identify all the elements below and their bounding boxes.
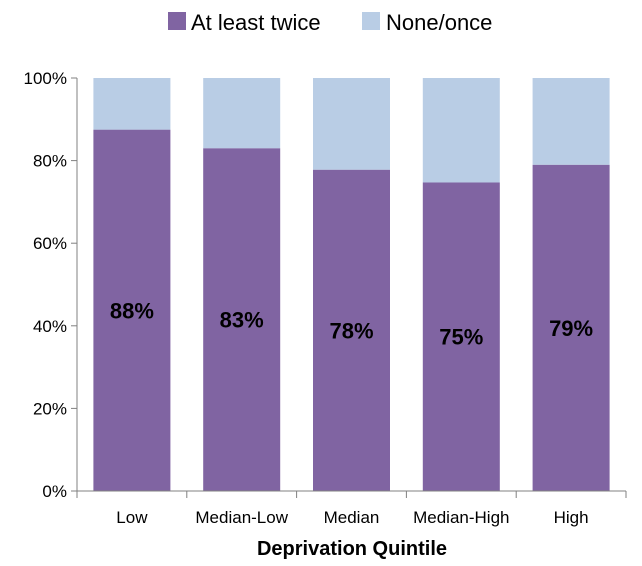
y-tick-label-0: 0%	[42, 482, 67, 501]
y-tick-label-60: 60%	[33, 234, 67, 253]
bar-none-once-low	[93, 78, 171, 130]
legend-label-at-least-twice: At least twice	[191, 10, 321, 35]
bar-at-least-twice-low	[93, 129, 171, 491]
bar-none-once-high	[532, 78, 610, 165]
x-tick-label-median-low: Median-Low	[195, 508, 288, 527]
x-axis-title: Deprivation Quintile	[257, 538, 447, 560]
legend: At least twice None/once	[168, 10, 492, 35]
bar-at-least-twice-high	[532, 164, 610, 492]
bar-none-once-median	[313, 78, 390, 170]
legend-label-none-once: None/once	[386, 10, 492, 35]
bar-none-once-median-high	[422, 78, 500, 183]
data-label-median: 78%	[329, 318, 373, 343]
x-tick-label-low: Low	[116, 508, 148, 527]
bar-none-once-median-low	[203, 78, 281, 149]
bar-at-least-twice-median	[313, 169, 390, 491]
bar-at-least-twice-median-low	[203, 148, 281, 491]
y-tick-label-20: 20%	[33, 399, 67, 418]
x-tick-label-median: Median	[324, 508, 380, 527]
x-tick-label-median-high: Median-High	[413, 508, 509, 527]
legend-swatch-none-once	[362, 12, 380, 30]
y-tick-label-40: 40%	[33, 317, 67, 336]
bar-at-least-twice-median-high	[422, 182, 500, 491]
y-axis: 0% 20% 40% 60% 80% 100%	[24, 69, 78, 501]
x-axis: Low Median-Low Median Median-High High	[76, 490, 627, 527]
y-tick-label-80: 80%	[33, 152, 67, 171]
x-tick-label-high: High	[554, 508, 589, 527]
data-label-high: 79%	[549, 316, 593, 341]
y-tick-label-100: 100%	[24, 69, 67, 88]
legend-swatch-at-least-twice	[168, 12, 186, 30]
data-labels-group: 88% 83% 78% 75% 79%	[110, 298, 593, 349]
data-label-median-high: 75%	[439, 325, 483, 350]
bars-group	[93, 78, 610, 492]
data-label-median-low: 83%	[220, 308, 264, 333]
data-label-low: 88%	[110, 298, 154, 323]
